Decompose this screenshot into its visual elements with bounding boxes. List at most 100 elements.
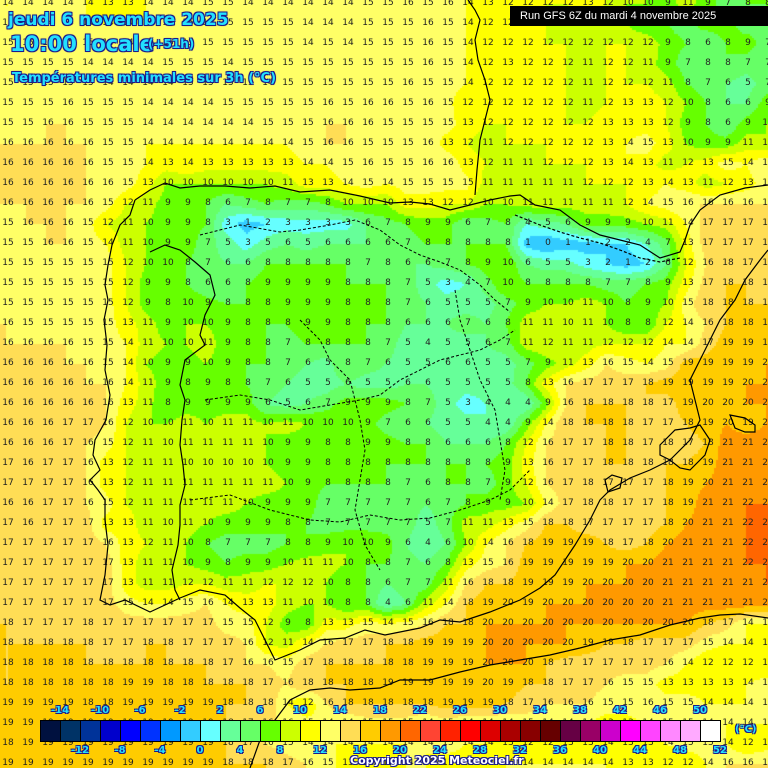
grid-value: 10 bbox=[202, 458, 214, 468]
grid-value: 19 bbox=[742, 338, 754, 348]
grid-value: 21 bbox=[682, 538, 694, 548]
grid-value: 15 bbox=[382, 38, 394, 48]
grid-value: 9 bbox=[285, 458, 291, 468]
grid-value: 8 bbox=[265, 338, 271, 348]
grid-value: 6 bbox=[465, 358, 471, 368]
grid-value: 18 bbox=[622, 438, 634, 448]
grid-value: 15 bbox=[42, 318, 54, 328]
grid-value: 5 bbox=[545, 218, 551, 228]
grid-value: 22 bbox=[742, 538, 754, 548]
grid-value: 18 bbox=[602, 458, 614, 468]
grid-value: 17 bbox=[2, 558, 14, 568]
grid-value: 9 bbox=[365, 398, 371, 408]
grid-value: 16 bbox=[442, 158, 454, 168]
grid-value: 16 bbox=[62, 378, 74, 388]
grid-value: 11 bbox=[162, 458, 174, 468]
grid-value: 14 bbox=[222, 58, 234, 68]
grid-value: 16 bbox=[442, 0, 454, 8]
grid-value: 7 bbox=[385, 218, 391, 228]
grid-value: 11 bbox=[222, 438, 234, 448]
grid-value: 20 bbox=[762, 418, 768, 428]
grid-value: 21 bbox=[722, 438, 734, 448]
grid-value: 1 bbox=[565, 238, 571, 248]
grid-value: 14 bbox=[462, 0, 474, 8]
grid-value: 15 bbox=[442, 98, 454, 108]
grid-value: 15 bbox=[722, 158, 734, 168]
grid-value: 20 bbox=[762, 398, 768, 408]
grid-value: 12 bbox=[122, 418, 134, 428]
grid-value: 21 bbox=[662, 598, 674, 608]
grid-value: 7 bbox=[285, 198, 291, 208]
grid-value: 7 bbox=[505, 298, 511, 308]
grid-value: 19 bbox=[202, 738, 214, 748]
grid-value: 11 bbox=[142, 318, 154, 328]
grid-value: 9 bbox=[285, 278, 291, 288]
grid-value: 16 bbox=[22, 518, 34, 528]
grid-value: 22 bbox=[762, 538, 768, 548]
grid-value: 17 bbox=[42, 538, 54, 548]
grid-value: 19 bbox=[582, 558, 594, 568]
grid-value: 9 bbox=[525, 298, 531, 308]
grid-value: 17 bbox=[562, 438, 574, 448]
grid-value: 19 bbox=[422, 678, 434, 688]
legend-swatch bbox=[581, 721, 601, 741]
grid-value: 18 bbox=[582, 498, 594, 508]
grid-value: 10 bbox=[342, 558, 354, 568]
grid-value: 8 bbox=[365, 338, 371, 348]
grid-value: 9 bbox=[385, 538, 391, 548]
grid-value: 15 bbox=[442, 118, 454, 128]
grid-value: 8 bbox=[525, 378, 531, 388]
grid-value: 8 bbox=[185, 278, 191, 288]
grid-value: 15 bbox=[122, 138, 134, 148]
grid-value: 17 bbox=[582, 518, 594, 528]
grid-value: 6 bbox=[725, 78, 731, 88]
grid-value: 14 bbox=[2, 0, 14, 8]
grid-value: 15 bbox=[82, 258, 94, 268]
grid-value: 9 bbox=[165, 218, 171, 228]
grid-value: 15 bbox=[282, 38, 294, 48]
grid-value: 18 bbox=[602, 398, 614, 408]
grid-value: 12 bbox=[502, 38, 514, 48]
grid-value: 8 bbox=[305, 538, 311, 548]
grid-value: 12 bbox=[122, 478, 134, 488]
grid-value: 14 bbox=[122, 338, 134, 348]
grid-value: 8 bbox=[385, 258, 391, 268]
grid-value: 16 bbox=[62, 218, 74, 228]
grid-value: 15 bbox=[222, 38, 234, 48]
grid-value: 7 bbox=[405, 498, 411, 508]
grid-value: 16 bbox=[242, 638, 254, 648]
grid-value: 12 bbox=[742, 658, 754, 668]
grid-value: 12 bbox=[602, 78, 614, 88]
grid-value: 17 bbox=[662, 418, 674, 428]
grid-value: 14 bbox=[182, 138, 194, 148]
grid-value: 12 bbox=[762, 658, 768, 668]
grid-value: 7 bbox=[405, 578, 411, 588]
grid-value: 18 bbox=[622, 418, 634, 428]
grid-value: 8 bbox=[425, 438, 431, 448]
grid-value: 8 bbox=[365, 578, 371, 588]
grid-value: 8 bbox=[465, 458, 471, 468]
grid-value: 18 bbox=[362, 678, 374, 688]
grid-value: 13 bbox=[642, 118, 654, 128]
grid-value: 16 bbox=[62, 138, 74, 148]
grid-value: 21 bbox=[742, 438, 754, 448]
grid-value: 10 bbox=[282, 478, 294, 488]
grid-value: 6 bbox=[485, 318, 491, 328]
grid-value: 11 bbox=[242, 578, 254, 588]
grid-value: 15 bbox=[322, 38, 334, 48]
grid-value: 16 bbox=[62, 198, 74, 208]
grid-value: 18 bbox=[322, 678, 334, 688]
grid-value: 15 bbox=[82, 298, 94, 308]
grid-value: 17 bbox=[82, 558, 94, 568]
grid-value: 15 bbox=[182, 38, 194, 48]
grid-value: 18 bbox=[462, 618, 474, 628]
grid-value: 15 bbox=[22, 278, 34, 288]
grid-value: 17 bbox=[62, 478, 74, 488]
grid-value: 13 bbox=[702, 678, 714, 688]
grid-value: 15 bbox=[382, 118, 394, 128]
grid-value: 17 bbox=[42, 598, 54, 608]
grid-value: 7 bbox=[265, 538, 271, 548]
grid-value: 11 bbox=[502, 178, 514, 188]
grid-value: 13 bbox=[502, 58, 514, 68]
grid-value: 12 bbox=[102, 218, 114, 228]
